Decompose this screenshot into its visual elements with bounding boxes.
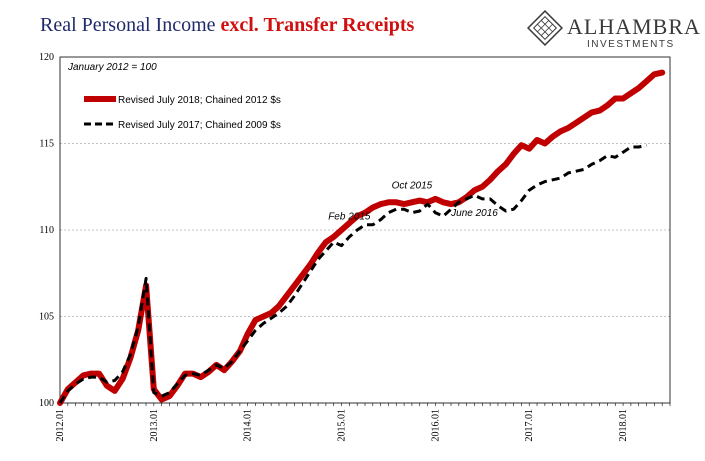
series-layer (57, 69, 666, 406)
x-tick-label: 2014.01 (243, 409, 254, 442)
title-part1: Real Personal Income (40, 14, 221, 36)
annotation: June 2016 (450, 208, 498, 219)
y-tick-label: 110 (39, 225, 54, 236)
series-line-2 (58, 143, 647, 404)
logo-name: ALHAMBRA (567, 14, 701, 39)
y-tick-label: 100 (39, 398, 54, 409)
chart-title: Real Personal Income excl. Transfer Rece… (40, 14, 414, 37)
alhambra-logo: ALHAMBRA INVESTMENTS (527, 10, 700, 54)
annotation: Feb 2015 (328, 212, 371, 223)
legend-label-1: Revised July 2018; Chained 2012 $s (118, 95, 281, 106)
x-tick-label: 2018.01 (618, 409, 629, 442)
y-tick-label: 105 (39, 312, 54, 323)
axes: 100 105 110 115 120 2012.01 2013.01 2014.01 2015… (39, 52, 671, 442)
x-tick-label: 2016.01 (430, 409, 441, 442)
labels-layer: January 2012 = 100 Revised July 2018; Cha… (67, 62, 498, 223)
legend-label-2: Revised July 2017; Chained 2009 $s (118, 120, 281, 131)
x-tick-label: 2012.01 (55, 409, 66, 442)
base-note: January 2012 = 100 (67, 62, 157, 73)
title-part2: excl. Transfer Receipts (220, 14, 415, 36)
annotation: Oct 2015 (392, 180, 433, 191)
x-tick-label: 2015.01 (337, 409, 348, 442)
y-tick-label: 115 (39, 139, 54, 150)
series-line-1 (57, 69, 666, 406)
x-tick-label: 2017.01 (524, 409, 535, 442)
logo-sub: INVESTMENTS (587, 39, 675, 50)
y-tick-label: 120 (39, 52, 54, 63)
diamond-logo-icon (527, 10, 563, 46)
grid (60, 143, 670, 317)
x-tick-label: 2013.01 (149, 409, 160, 442)
